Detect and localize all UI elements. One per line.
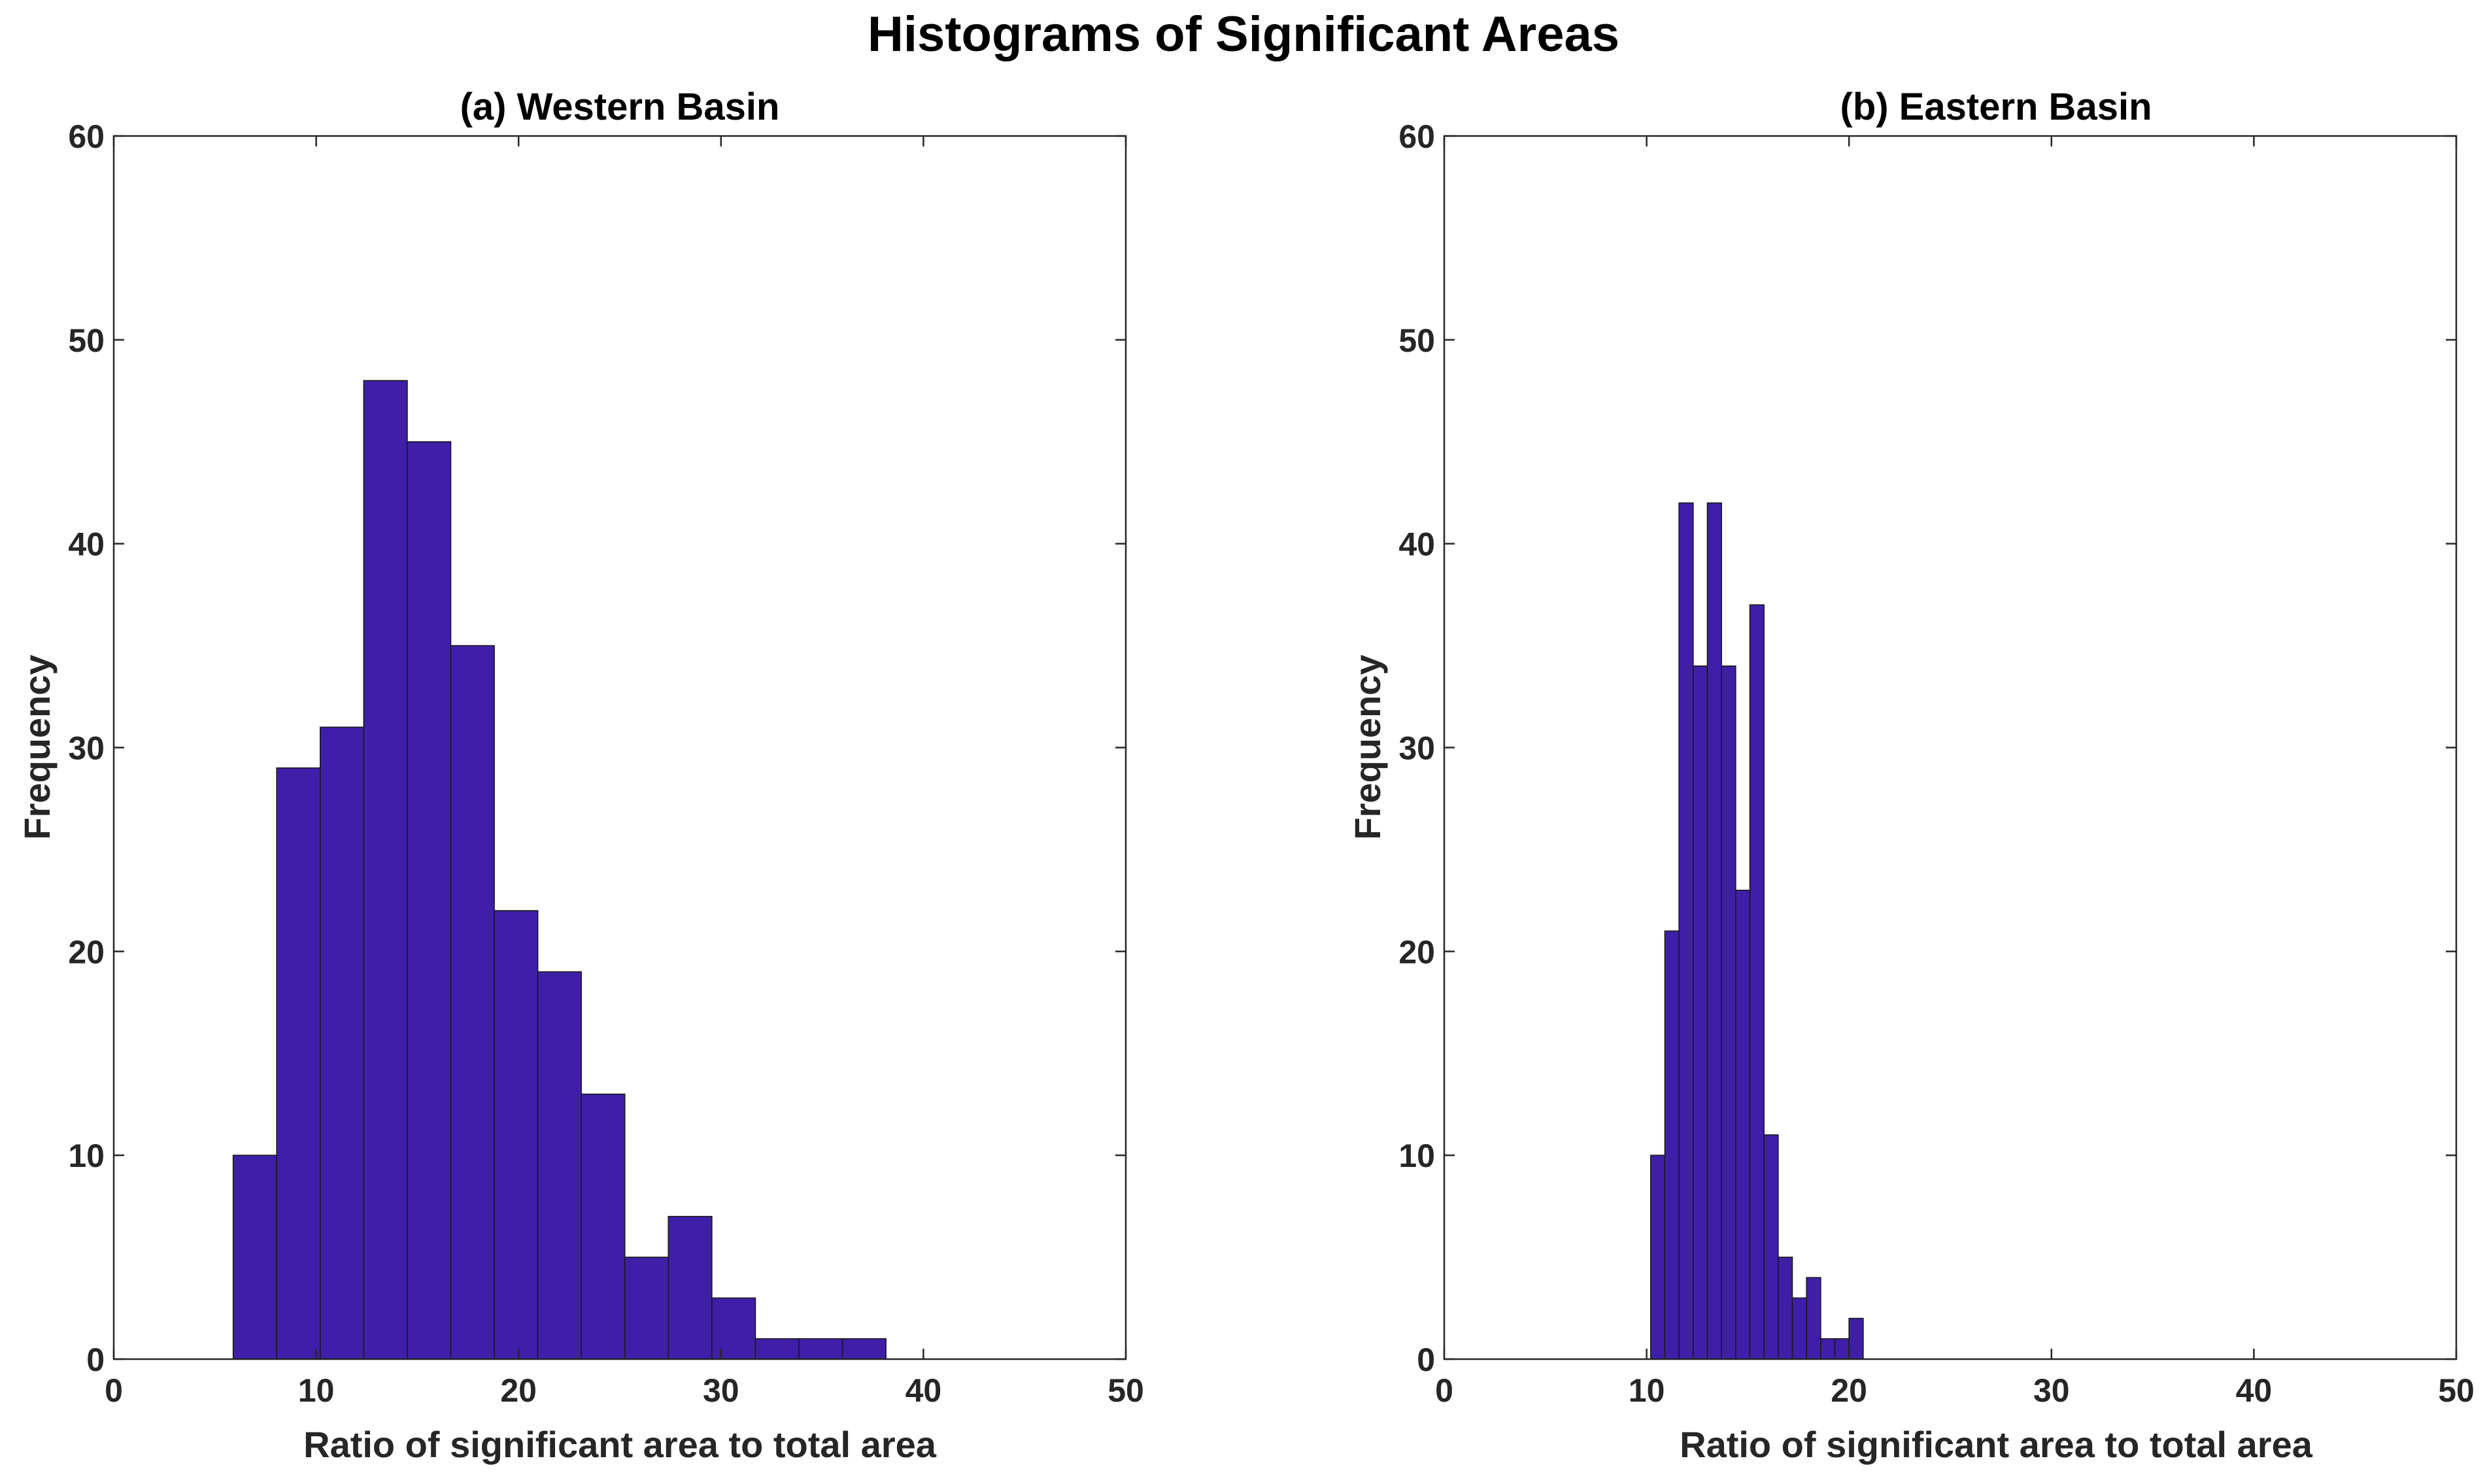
bar-series: [232, 380, 887, 1360]
histogram-bar: [363, 380, 408, 1360]
histogram-bar: [1650, 1155, 1666, 1360]
histogram-bar: [1763, 1134, 1779, 1360]
y-tick-label: 0: [1417, 1341, 1435, 1378]
x-tick-label: 10: [298, 1372, 335, 1409]
histogram-bar: [624, 1256, 669, 1360]
x-tick-label: 50: [1108, 1372, 1144, 1409]
bar-series: [1650, 502, 1864, 1360]
y-tick-label: 30: [1398, 730, 1435, 767]
axis-ticks: 0 10 20 30 40 50 0 10 20 30 40 50 60: [68, 118, 1143, 1409]
panel-title: (b) Eastern Basin: [1840, 86, 2152, 128]
x-tick-label: 40: [905, 1372, 942, 1409]
histogram-bar: [1806, 1277, 1821, 1360]
axes-box: [1443, 135, 2458, 1360]
histogram-bar: [276, 767, 321, 1360]
histogram-bar: [798, 1338, 843, 1360]
histogram-bar: [537, 971, 582, 1360]
histogram-bar: [1778, 1256, 1793, 1360]
y-tick-label: 40: [1398, 526, 1435, 563]
histogram-bar: [1706, 502, 1722, 1360]
y-tick-label: 10: [68, 1138, 105, 1174]
y-tick-label: 40: [68, 526, 105, 563]
histogram-bar: [494, 910, 539, 1360]
histogram-bar: [1664, 930, 1680, 1360]
x-tick-label: 30: [703, 1372, 739, 1409]
figure-title: Histograms of Significant Areas: [868, 7, 1619, 62]
y-tick-label: 20: [68, 934, 105, 970]
histogram-bar: [668, 1215, 713, 1360]
histogram-bar: [1678, 502, 1694, 1360]
panel-eastern-basin: (b) Eastern Basin 0 10 20 30 40 50 0 10 20 30 40 50…: [1347, 86, 2475, 1465]
histogram-bar: [581, 1093, 626, 1360]
x-tick-label: 30: [2033, 1372, 2070, 1409]
panel-western-basin: (a) Western Basin 0 10 20 30 40 50 0 10 20 30 40 50…: [16, 86, 1144, 1465]
histogram-bar: [319, 726, 365, 1360]
x-axis-label: Ratio of significant area to total area: [1680, 1424, 2313, 1465]
y-tick-label: 60: [1398, 118, 1435, 155]
x-tick-label: 0: [105, 1372, 123, 1409]
x-tick-label: 0: [1435, 1372, 1453, 1409]
y-tick-label: 50: [1398, 322, 1435, 359]
x-tick-label: 50: [2438, 1372, 2475, 1409]
histogram-bar: [1693, 665, 1708, 1360]
histogram-bar: [841, 1338, 887, 1360]
x-tick-label: 20: [500, 1372, 537, 1409]
histogram-bar: [1749, 604, 1765, 1360]
y-tick-label: 10: [1398, 1138, 1435, 1174]
x-axis-label: Ratio of significant area to total area: [303, 1424, 937, 1465]
y-tick-label: 30: [68, 730, 105, 767]
histogram-bar: [711, 1297, 756, 1360]
histogram-bar: [232, 1155, 278, 1360]
y-tick-label: 20: [1398, 934, 1435, 970]
histogram-bar: [1834, 1338, 1850, 1360]
histogram-bar: [754, 1338, 800, 1360]
panel-title: (a) Western Basin: [460, 86, 780, 128]
x-tick-label: 10: [1629, 1372, 1665, 1409]
histogram-bar: [450, 645, 495, 1360]
histogram-bar: [1848, 1317, 1864, 1360]
y-axis-label: Frequency: [1347, 654, 1388, 839]
histogram-bar: [1735, 889, 1751, 1360]
histogram-bar: [407, 441, 452, 1360]
y-tick-label: 50: [68, 322, 105, 359]
x-tick-label: 20: [1831, 1372, 1867, 1409]
axis-ticks: 0 10 20 30 40 50 0 10 20 30 40 50 60: [1398, 118, 2474, 1409]
x-tick-label: 40: [2236, 1372, 2273, 1409]
histogram-bar: [1721, 665, 1736, 1360]
y-axis-label: Frequency: [16, 654, 58, 839]
histogram-bar: [1791, 1297, 1807, 1360]
y-tick-label: 0: [86, 1341, 105, 1378]
y-tick-label: 60: [68, 118, 105, 155]
histogram-bar: [1820, 1338, 1836, 1360]
